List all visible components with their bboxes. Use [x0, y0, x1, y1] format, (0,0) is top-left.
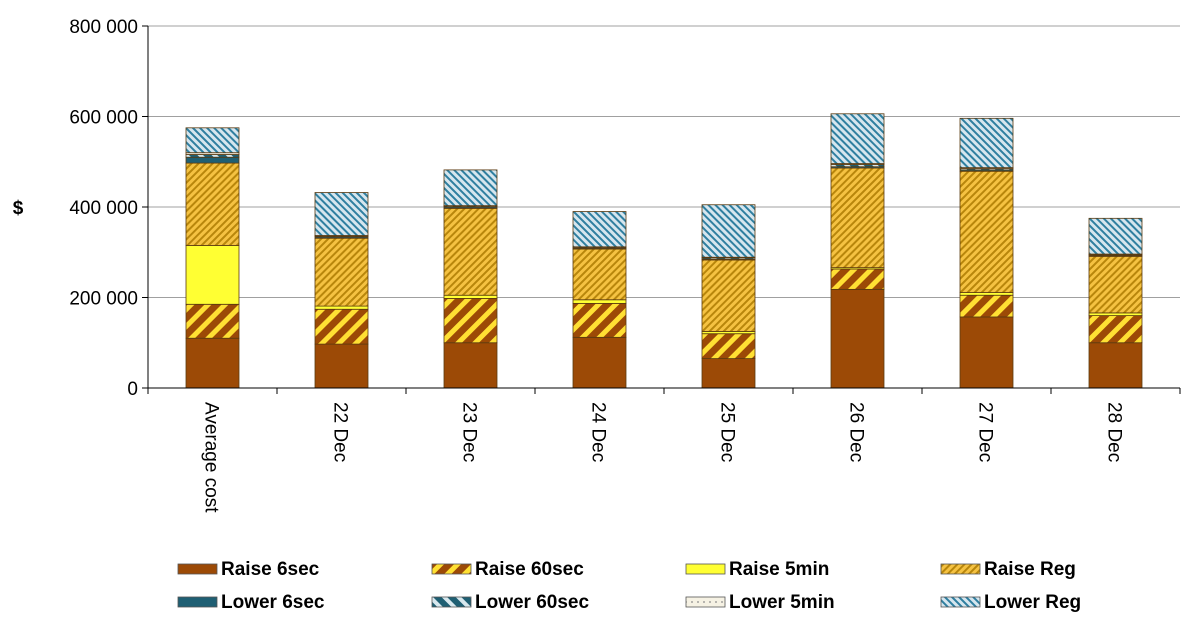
bar-segment-raise-60sec-23-dec: [443, 298, 498, 344]
legend-swatch-raise-6sec: [177, 563, 218, 575]
y-tick-label: 600 000: [69, 108, 138, 129]
gridlines: [148, 25, 1180, 298]
bar-segment-raise-reg-average-cost: [185, 162, 240, 246]
x-tick-label-28-dec: 28 Dec: [1104, 402, 1125, 462]
legend-swatch-raise-reg: [940, 563, 981, 575]
bar-segment-raise-60sec-22-dec: [314, 308, 369, 345]
bar-segment-lower-6sec-average-cost: [185, 156, 240, 164]
bar-segment-raise-6sec-28-dec: [1088, 342, 1143, 389]
legend-label-raise-60sec: Raise 60sec: [475, 559, 584, 580]
legend-item-lower-5min: Lower 5min: [685, 592, 835, 613]
legend-item-raise-5min: Raise 5min: [685, 559, 829, 580]
bar-segment-raise-60sec-28-dec: [1088, 315, 1143, 344]
bar-segment-raise-reg-27-dec: [959, 170, 1014, 293]
bar-segment-lower-reg-27-dec: [959, 117, 1014, 169]
bar-segment-raise-5min-23-dec: [443, 294, 498, 299]
legend-swatch-raise-60sec: [431, 563, 472, 575]
x-tick-label-22-dec: 22 Dec: [330, 402, 351, 462]
legend-label-lower-reg: Lower Reg: [984, 592, 1081, 613]
bar-segment-raise-reg-26-dec: [830, 167, 885, 269]
bar-segment-raise-reg-24-dec: [572, 248, 627, 301]
bar-segment-raise-reg-28-dec: [1088, 255, 1143, 314]
bar-segment-raise-5min-22-dec: [314, 305, 369, 310]
y-axis-label: $: [13, 198, 24, 219]
bar-segment-lower-reg-25-dec: [701, 204, 756, 258]
bar-segment-raise-60sec-25-dec: [701, 333, 756, 359]
bar-segment-raise-reg-22-dec: [314, 237, 369, 307]
bar-segment-lower-reg-28-dec: [1088, 217, 1143, 255]
bar-segment-raise-60sec-average-cost: [185, 303, 240, 339]
bar-segment-lower-reg-26-dec: [830, 113, 885, 164]
legend-swatch-lower-6sec: [177, 596, 218, 608]
bars: [185, 113, 1143, 389]
bar-segment-lower-reg-average-cost: [185, 127, 240, 154]
legend-swatch-raise-5min: [685, 563, 726, 575]
legend-swatch-lower-60sec: [431, 596, 472, 608]
legend-label-raise-5min: Raise 5min: [729, 559, 829, 580]
y-tick-label: 0: [127, 379, 138, 400]
bar-segment-raise-6sec-26-dec: [830, 288, 885, 389]
bar-segment-raise-5min-24-dec: [572, 299, 627, 304]
bar-segment-raise-5min-average-cost: [185, 245, 240, 305]
x-tick-label-26-dec: 26 Dec: [846, 402, 867, 462]
bar-segment-raise-5min-28-dec: [1088, 312, 1143, 317]
x-tick-label-23-dec: 23 Dec: [459, 402, 480, 462]
bar-segment-lower-reg-22-dec: [314, 192, 369, 236]
bar-segment-raise-reg-23-dec: [443, 207, 498, 296]
bar-segment-raise-6sec-22-dec: [314, 343, 369, 389]
x-axis: Average cost 22 Dec 23 Dec 24 Dec 25 Dec 26 D…: [147, 387, 1181, 513]
legend-label-raise-reg: Raise Reg: [984, 559, 1076, 580]
legend-swatch-lower-reg: [940, 596, 981, 608]
legend-item-lower-6sec: Lower 6sec: [177, 592, 325, 613]
bar-segment-raise-60sec-26-dec: [830, 268, 885, 290]
bar-segment-raise-6sec-27-dec: [959, 316, 1014, 389]
bar-segment-lower-reg-23-dec: [443, 169, 498, 207]
x-tick-label-24-dec: 24 Dec: [588, 402, 609, 462]
y-tick-label: 400 000: [69, 198, 138, 219]
bar-segment-raise-6sec-average-cost: [185, 337, 240, 389]
legend-label-lower-5min: Lower 5min: [729, 592, 835, 613]
legend: Raise 6sec Raise 60sec Raise 5min Raise Reg…: [177, 559, 1081, 613]
x-tick-label-average-cost: Average cost: [201, 402, 222, 513]
y-axis: 0 200 000 400 000 600 000 800 000: [69, 17, 149, 400]
legend-swatch-lower-5min: [685, 596, 726, 608]
legend-item-lower-60sec: Lower 60sec: [431, 592, 589, 613]
bar-segment-raise-reg-25-dec: [701, 259, 756, 332]
y-tick-label: 800 000: [69, 17, 138, 38]
bar-segment-raise-60sec-27-dec: [959, 294, 1014, 318]
legend-label-lower-6sec: Lower 6sec: [221, 592, 325, 613]
bar-segment-lower-60sec-average-cost: [185, 154, 240, 158]
x-tick-label-25-dec: 25 Dec: [717, 402, 738, 462]
bar-segment-raise-6sec-25-dec: [701, 358, 756, 389]
bar-segment-raise-6sec-24-dec: [572, 336, 627, 389]
y-tick-label: 200 000: [69, 289, 138, 310]
bar-segment-raise-5min-27-dec: [959, 292, 1014, 296]
x-tick-label-27-dec: 27 Dec: [975, 402, 996, 462]
legend-item-raise-reg: Raise Reg: [940, 559, 1076, 580]
legend-label-raise-6sec: Raise 6sec: [221, 559, 320, 580]
legend-label-lower-60sec: Lower 60sec: [475, 592, 589, 613]
legend-item-raise-6sec: Raise 6sec: [177, 559, 320, 580]
bar-segment-raise-6sec-23-dec: [443, 342, 498, 389]
legend-item-lower-reg: Lower Reg: [940, 592, 1081, 613]
legend-item-raise-60sec: Raise 60sec: [431, 559, 584, 580]
bar-segment-lower-reg-24-dec: [572, 211, 627, 248]
bar-segment-raise-60sec-24-dec: [572, 302, 627, 338]
